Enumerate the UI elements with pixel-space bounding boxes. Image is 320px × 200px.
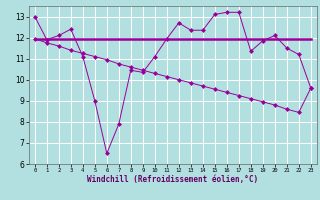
X-axis label: Windchill (Refroidissement éolien,°C): Windchill (Refroidissement éolien,°C) <box>87 175 258 184</box>
